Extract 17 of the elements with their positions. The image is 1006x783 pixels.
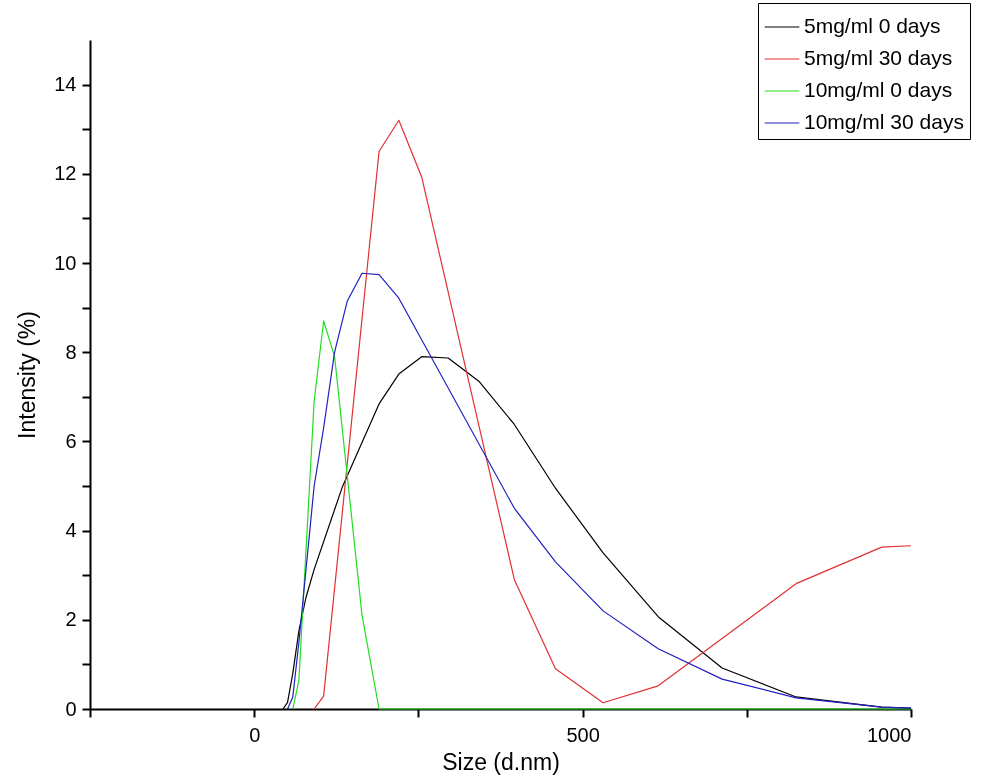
legend-label: 5mg/ml 30 days <box>804 46 953 69</box>
y-tick-label: 10 <box>54 251 77 274</box>
x-axis-title: Size (d.nm) <box>442 748 560 775</box>
y-tick-label: 12 <box>54 162 77 185</box>
y-tick-label: 0 <box>65 697 77 720</box>
y-tick-label: 8 <box>65 340 77 363</box>
x-tick-label: 500 <box>566 723 600 746</box>
y-tick-label: 4 <box>65 519 77 542</box>
x-tick-label: 0 <box>249 723 261 746</box>
legend-label: 10mg/ml 0 days <box>804 78 953 101</box>
y-tick-label: 14 <box>54 73 77 96</box>
legend-label: 5mg/ml 0 days <box>804 14 941 37</box>
x-tick-label: 1000 <box>867 723 912 746</box>
y-tick-label: 2 <box>65 608 77 631</box>
y-tick-label: 6 <box>65 429 77 452</box>
y-axis-title: Intensity (%) <box>14 311 41 439</box>
legend-label: 10mg/ml 30 days <box>804 110 964 133</box>
